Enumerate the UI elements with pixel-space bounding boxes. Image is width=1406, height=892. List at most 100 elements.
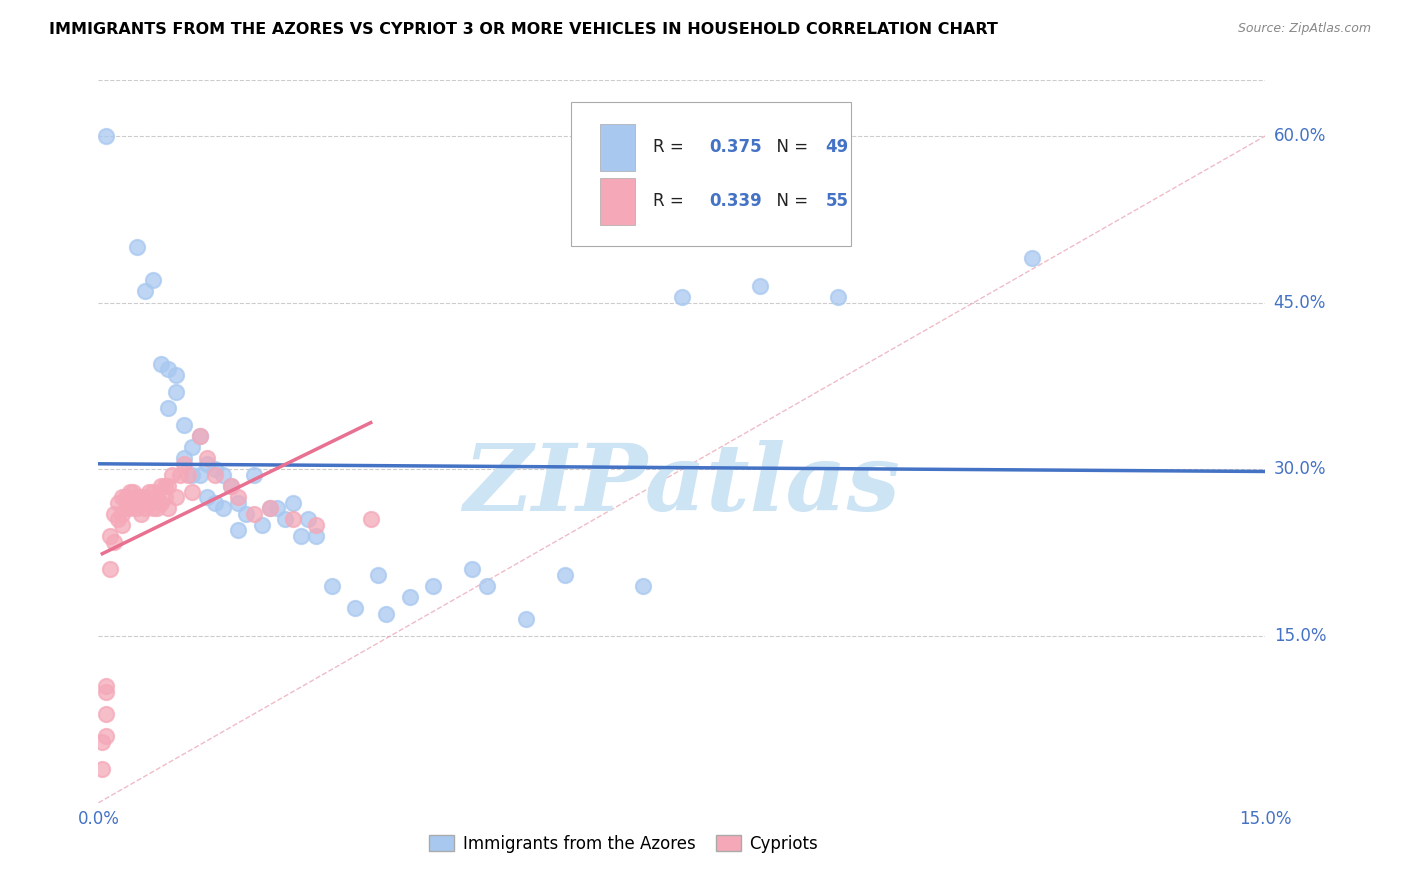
Point: [157, 401, 180, 416]
Point: [122, 484, 145, 499]
Text: ZIPatlas: ZIPatlas: [464, 440, 900, 530]
Text: IMMIGRANTS FROM THE AZORES VS CYPRIOT 3 OR MORE VEHICLES IN HOUSEHOLD CORRELATIO: IMMIGRANTS FROM THE AZORES VS CYPRIOT 3 …: [49, 22, 998, 37]
Point: [103, 507, 125, 521]
Text: 0.375: 0.375: [709, 138, 762, 156]
Point: [96, 679, 118, 693]
Point: [118, 501, 141, 516]
Point: [274, 512, 297, 526]
Point: [281, 496, 304, 510]
Point: [188, 467, 211, 482]
Point: [360, 512, 382, 526]
Point: [103, 534, 125, 549]
Point: [204, 462, 226, 476]
Point: [259, 501, 281, 516]
Point: [146, 501, 169, 516]
Point: [169, 467, 191, 482]
Text: 49: 49: [825, 138, 849, 156]
Point: [228, 490, 250, 504]
Point: [173, 451, 195, 466]
Point: [219, 479, 242, 493]
Point: [228, 496, 250, 510]
Point: [157, 362, 180, 376]
Point: [219, 479, 242, 493]
Point: [91, 734, 114, 748]
Point: [142, 484, 165, 499]
Bar: [600, 178, 636, 225]
Text: N =: N =: [766, 193, 813, 211]
Point: [188, 429, 211, 443]
Bar: [600, 124, 636, 170]
Point: [235, 507, 257, 521]
Point: [149, 479, 172, 493]
Text: 0.339: 0.339: [709, 193, 762, 211]
Point: [180, 467, 202, 482]
Point: [127, 490, 149, 504]
Point: [107, 512, 129, 526]
Point: [91, 763, 114, 777]
Point: [114, 490, 136, 504]
Point: [827, 290, 849, 304]
Point: [180, 484, 202, 499]
Point: [515, 612, 537, 626]
Point: [111, 517, 134, 532]
Point: [266, 501, 288, 516]
Point: [96, 729, 118, 743]
Point: [149, 496, 172, 510]
Point: [180, 440, 202, 454]
Point: [290, 529, 312, 543]
Point: [142, 273, 165, 287]
Point: [98, 529, 121, 543]
Point: [631, 579, 654, 593]
Point: [204, 496, 226, 510]
Text: R =: R =: [652, 138, 689, 156]
Point: [138, 484, 160, 499]
Point: [146, 490, 169, 504]
Point: [165, 384, 187, 399]
Point: [305, 529, 328, 543]
Point: [173, 457, 195, 471]
Point: [281, 512, 304, 526]
Text: 55: 55: [825, 193, 848, 211]
Text: R =: R =: [652, 193, 689, 211]
Point: [153, 490, 176, 504]
Point: [157, 479, 180, 493]
Point: [259, 501, 281, 516]
Point: [375, 607, 398, 621]
Point: [173, 417, 195, 432]
Point: [127, 501, 149, 516]
Text: Source: ZipAtlas.com: Source: ZipAtlas.com: [1237, 22, 1371, 36]
Point: [165, 490, 187, 504]
Point: [305, 517, 328, 532]
Point: [149, 357, 172, 371]
Point: [134, 285, 156, 299]
Point: [129, 507, 152, 521]
Point: [195, 451, 218, 466]
Text: 15.0%: 15.0%: [1274, 627, 1326, 645]
Point: [1021, 251, 1043, 265]
Point: [127, 240, 149, 254]
Point: [671, 290, 693, 304]
Point: [162, 467, 184, 482]
Point: [748, 279, 770, 293]
Text: N =: N =: [766, 138, 813, 156]
Point: [118, 484, 141, 499]
Point: [297, 512, 319, 526]
Point: [142, 501, 165, 516]
Point: [367, 568, 389, 582]
Point: [96, 684, 118, 698]
Point: [422, 579, 444, 593]
Point: [111, 490, 134, 504]
Point: [138, 496, 160, 510]
Point: [107, 496, 129, 510]
Text: 45.0%: 45.0%: [1274, 293, 1326, 311]
Point: [321, 579, 343, 593]
Point: [129, 490, 152, 504]
Point: [212, 501, 235, 516]
Point: [344, 601, 367, 615]
Point: [111, 507, 134, 521]
Point: [195, 490, 218, 504]
Point: [195, 457, 218, 471]
Point: [188, 429, 211, 443]
Point: [98, 562, 121, 576]
Point: [122, 496, 145, 510]
